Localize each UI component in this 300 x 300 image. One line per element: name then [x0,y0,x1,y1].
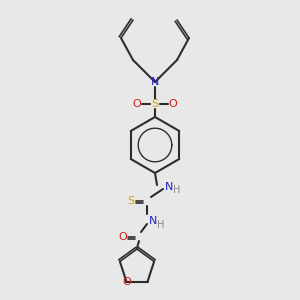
Text: N: N [165,182,173,192]
Text: O: O [122,277,131,286]
Text: S: S [128,196,135,206]
Text: O: O [118,232,127,242]
Text: O: O [133,99,141,109]
Text: O: O [169,99,177,109]
Text: N: N [151,77,159,87]
Text: H: H [173,185,180,195]
Text: H: H [157,220,164,230]
Text: N: N [149,216,158,226]
Text: S: S [152,99,159,109]
